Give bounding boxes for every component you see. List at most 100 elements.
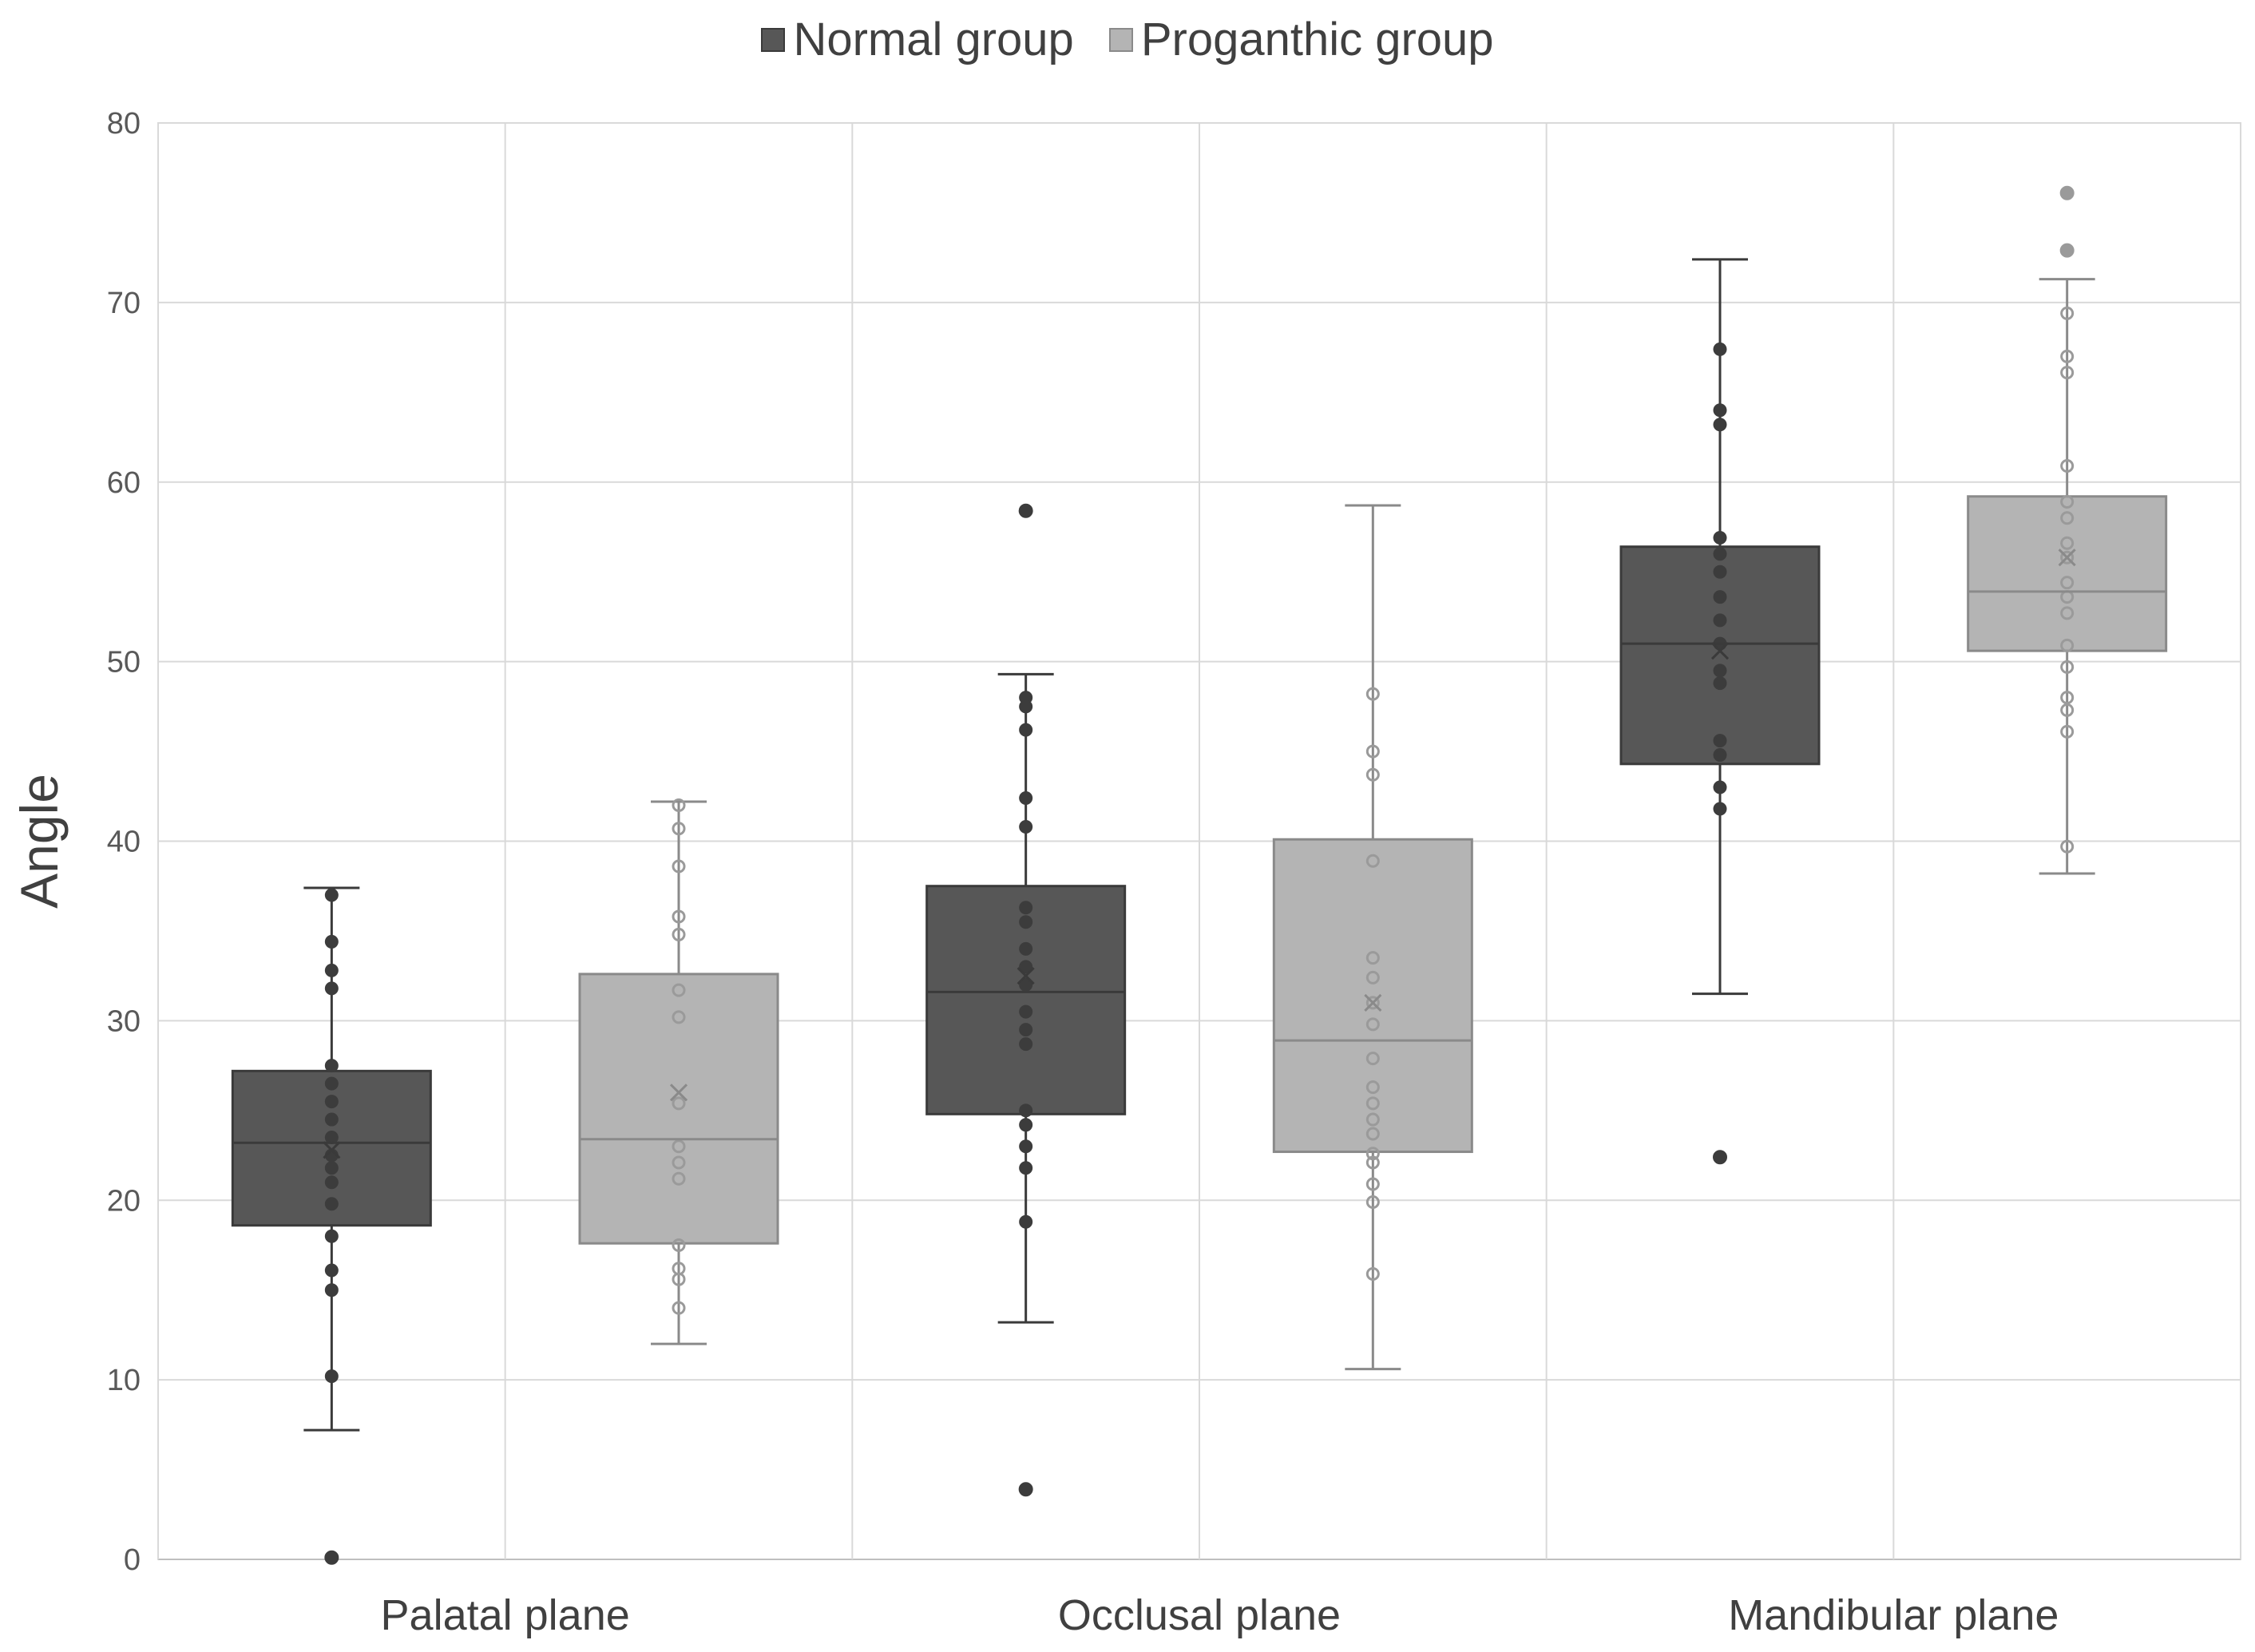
- data-point: [1365, 1127, 1380, 1141]
- data-point: [1713, 780, 1727, 794]
- data-point: [1365, 1266, 1380, 1281]
- data-point: [324, 1175, 339, 1190]
- data-point: [1365, 1177, 1380, 1191]
- data-point: [1713, 403, 1727, 418]
- data-point: [1713, 664, 1727, 678]
- data-point: [1365, 1147, 1380, 1161]
- data-point: [672, 822, 686, 836]
- data-point: [324, 1263, 339, 1278]
- x-category-label: Occlusal plane: [1058, 1591, 1341, 1639]
- outlier-point: [1713, 1150, 1727, 1165]
- data-point: [1365, 1052, 1380, 1066]
- data-point: [1365, 854, 1380, 868]
- data-point: [324, 963, 339, 977]
- data-point: [1365, 1194, 1380, 1209]
- data-point: [2060, 511, 2075, 525]
- data-point: [324, 981, 339, 996]
- data-point: [1019, 1004, 1033, 1019]
- outlier-point: [324, 1550, 339, 1565]
- legend-item-proganthic[interactable]: Proganthic group: [1108, 13, 1494, 66]
- data-point: [672, 1301, 686, 1315]
- data-point: [324, 1059, 339, 1073]
- data-point: [1019, 1118, 1033, 1132]
- y-axis-title: Angle: [10, 774, 69, 909]
- data-point: [324, 1197, 339, 1211]
- data-point: [1713, 342, 1727, 356]
- data-point: [324, 1112, 339, 1127]
- data-point: [2060, 306, 2075, 320]
- y-tick-label: 70: [107, 287, 141, 320]
- mean-marker: [669, 1084, 688, 1102]
- y-tick-label: 30: [107, 1004, 141, 1038]
- data-point: [1713, 530, 1727, 545]
- mean-marker: [1017, 967, 1035, 985]
- data-point: [672, 927, 686, 941]
- data-point: [2060, 724, 2075, 739]
- data-point: [672, 909, 686, 924]
- data-point: [1713, 565, 1727, 579]
- outlier-point: [2059, 185, 2075, 200]
- data-point: [324, 1076, 339, 1091]
- legend-label-proganthic: Proganthic group: [1140, 14, 1494, 65]
- y-tick-label: 20: [107, 1184, 141, 1218]
- data-point: [672, 798, 686, 813]
- data-point: [1365, 970, 1380, 984]
- data-point: [1019, 977, 1033, 992]
- data-point: [1713, 590, 1727, 604]
- data-point: [324, 1229, 339, 1243]
- data-point: [1365, 1080, 1380, 1095]
- data-point: [2060, 638, 2075, 652]
- data-point: [2060, 550, 2075, 565]
- data-point: [1713, 547, 1727, 561]
- data-point: [1365, 951, 1380, 965]
- y-tick-label: 40: [107, 826, 141, 859]
- data-point: [672, 1171, 686, 1186]
- data-point: [2060, 349, 2075, 363]
- legend: Normal group Proganthic group: [0, 13, 2255, 66]
- data-point: [324, 1283, 339, 1297]
- x-category-label: Palatal plane: [381, 1591, 630, 1639]
- data-point: [1713, 613, 1727, 628]
- legend-swatch-normal: [761, 27, 786, 52]
- data-point: [1019, 820, 1033, 834]
- data-point: [672, 1238, 686, 1252]
- data-point: [324, 1131, 339, 1145]
- data-point: [1365, 1112, 1380, 1127]
- mean-marker: [1364, 993, 1382, 1012]
- data-point: [2060, 536, 2075, 550]
- data-point: [324, 1161, 339, 1175]
- data-point: [1365, 1155, 1380, 1170]
- data-point: [1019, 1023, 1033, 1037]
- data-point: [2060, 691, 2075, 705]
- data-point: [672, 983, 686, 997]
- legend-item-normal[interactable]: Normal group: [761, 13, 1074, 66]
- data-point: [1019, 941, 1033, 956]
- box-iqr: [1272, 838, 1473, 1154]
- data-point: [1713, 734, 1727, 748]
- data-point: [672, 859, 686, 874]
- outlier-point: [1018, 503, 1033, 518]
- data-point: [1365, 744, 1380, 759]
- y-tick-label: 60: [107, 466, 141, 500]
- data-point: [2060, 366, 2075, 380]
- box-iqr: [1967, 495, 2168, 652]
- data-point: [672, 1096, 686, 1111]
- data-point: [2060, 839, 2075, 854]
- data-point: [2060, 494, 2075, 509]
- data-point: [1713, 748, 1727, 763]
- data-point: [324, 1369, 339, 1384]
- data-point: [1365, 1096, 1380, 1111]
- data-point: [672, 1272, 686, 1286]
- y-tick-label: 50: [107, 646, 141, 679]
- data-point: [2060, 703, 2075, 717]
- data-point: [2060, 606, 2075, 620]
- data-point: [1019, 1103, 1033, 1118]
- data-point: [2060, 660, 2075, 674]
- data-point: [1019, 723, 1033, 737]
- data-point: [1713, 418, 1727, 432]
- data-point: [1365, 1017, 1380, 1032]
- y-tick-label: 80: [107, 107, 141, 141]
- data-point: [2060, 459, 2075, 473]
- box-iqr: [1619, 545, 1821, 766]
